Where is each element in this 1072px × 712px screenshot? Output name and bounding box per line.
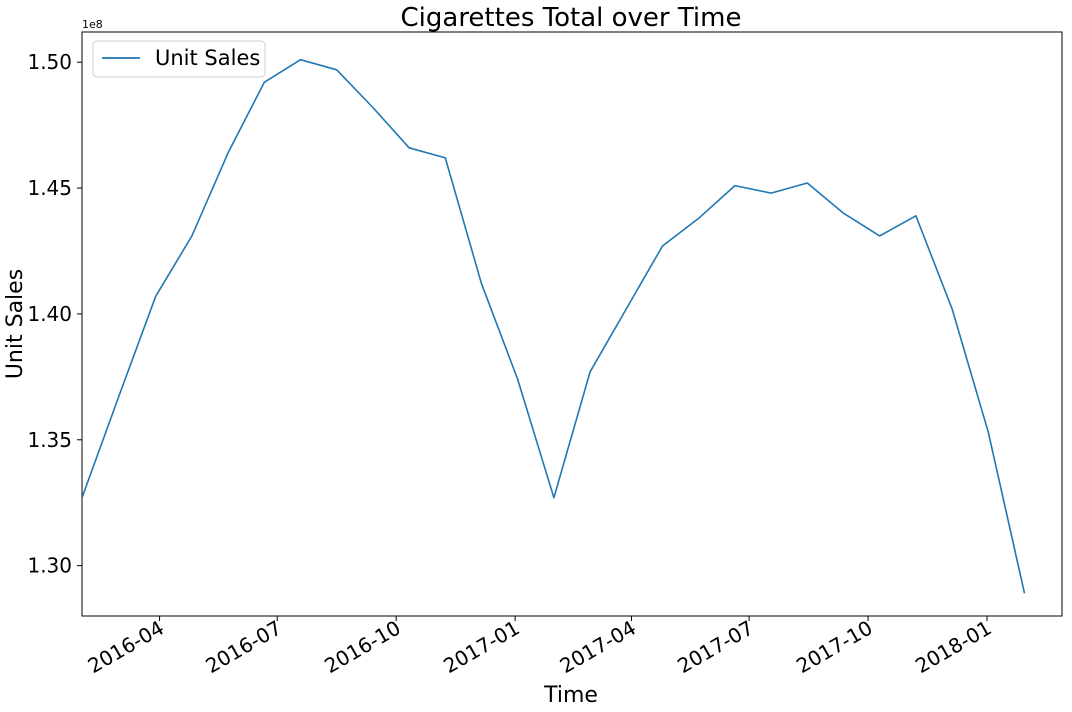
y-axis: 1.30 1.35 1.40 1.45 1.50 [27,50,82,578]
y-tick-label: 1.30 [27,554,72,578]
chart-title: Cigarettes Total over Time [401,3,742,33]
y-axis-offset-label: 1e8 [82,18,103,31]
series-line-unit-sales [82,58,1026,594]
legend: Unit Sales [92,40,266,78]
y-tick-label: 1.35 [27,428,72,452]
y-tick-label: 1.40 [27,302,72,326]
series-layer [82,58,1026,594]
legend-label-unit-sales: Unit Sales [155,46,260,70]
legend-box [92,40,266,78]
y-axis-title: Unit Sales [3,269,28,379]
x-axis-title: Time [543,683,598,708]
y-tick-label: 1.45 [27,176,72,200]
y-tick-label: 1.50 [27,50,72,74]
plot-area [81,31,1063,617]
